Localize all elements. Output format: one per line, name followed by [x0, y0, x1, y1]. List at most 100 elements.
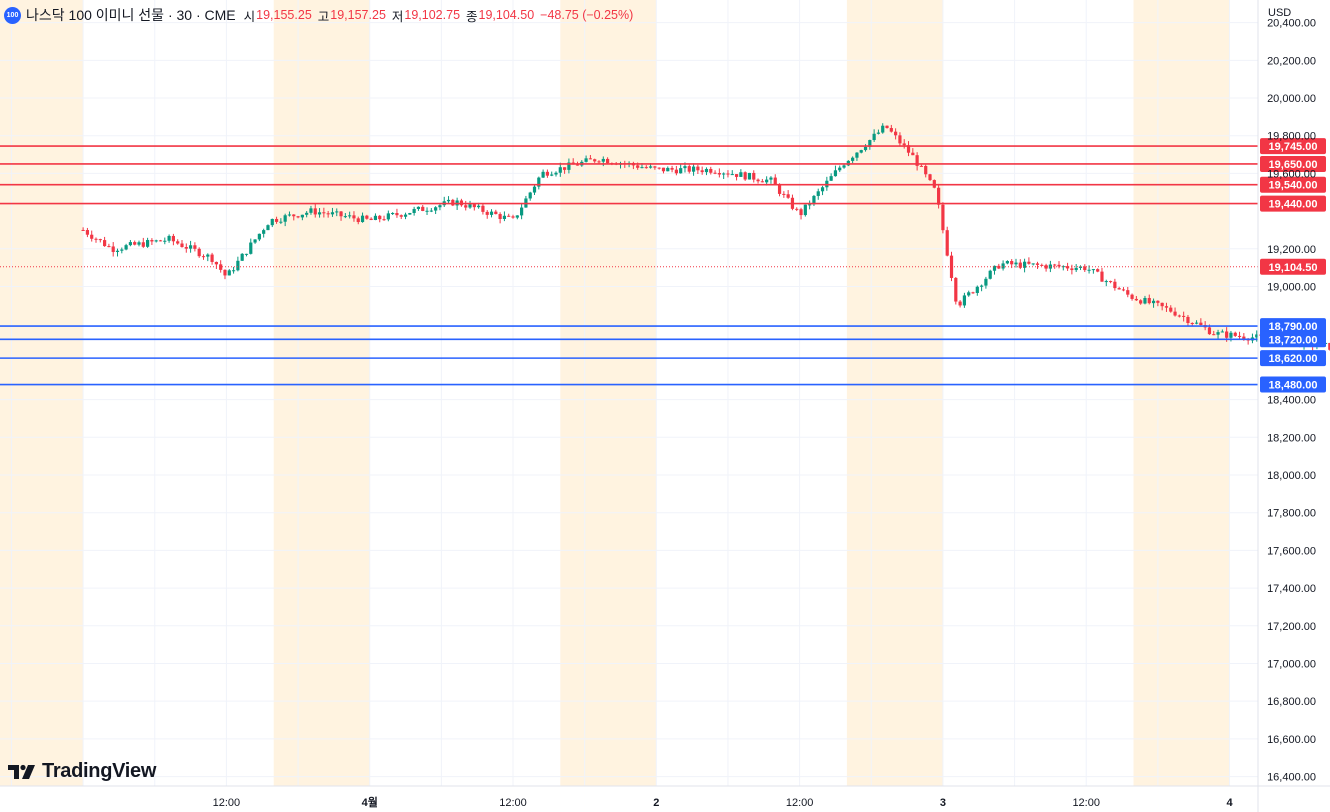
price-tick-label: 20,000.00 — [1267, 93, 1316, 105]
symbol-title[interactable]: 나스닥 100 이미니 선물 · 30 · CME — [26, 7, 236, 23]
price-tick-label: 19,800.00 — [1267, 131, 1316, 143]
candle-body — [326, 213, 330, 215]
candle-body — [434, 207, 438, 211]
candle-body — [124, 245, 128, 250]
resistance-level-label: 19,745.00 — [1269, 141, 1318, 153]
candle-body — [154, 240, 158, 242]
candle-body — [283, 215, 287, 222]
candle-body — [287, 214, 292, 216]
candle-body — [881, 125, 885, 133]
candle-body — [1160, 302, 1164, 307]
candle-body — [876, 132, 881, 134]
candle-body — [188, 245, 193, 249]
candle-body — [855, 152, 859, 158]
session-shade — [560, 0, 657, 786]
candle-body — [1255, 334, 1259, 338]
candle-body — [975, 286, 979, 293]
candle-body — [472, 204, 476, 208]
candle-body — [704, 168, 709, 173]
candle-body — [339, 211, 343, 217]
candle-body — [924, 165, 928, 175]
close-value: 19,104.50 — [478, 8, 535, 22]
candle-body — [279, 221, 283, 223]
candle-body — [777, 184, 782, 194]
candle-body — [305, 212, 309, 215]
candle-body — [494, 211, 498, 215]
price-axis: 20,400.00 20,200.00 20,000.00 19,800.00 19,6… — [1257, 0, 1316, 812]
candle-body — [851, 157, 855, 161]
candle-body — [928, 174, 932, 181]
candle-body — [937, 187, 941, 205]
session-shade — [273, 0, 370, 786]
candle-body — [1014, 262, 1018, 265]
tradingview-logo[interactable]: TradingView — [8, 760, 156, 783]
open-value: 19,155.25 — [256, 8, 312, 22]
support-level-label-bg — [1260, 318, 1326, 335]
support-level-label: 18,790.00 — [1269, 321, 1318, 333]
candle-body — [1328, 342, 1330, 350]
candle-body — [687, 166, 691, 172]
high-label: 고 — [317, 9, 330, 24]
high-value: 19,157.25 — [330, 8, 386, 22]
candle-body — [1242, 336, 1246, 340]
candle-body — [563, 167, 567, 170]
candle-body — [1126, 290, 1130, 295]
candle-body — [661, 167, 666, 172]
candle-body — [1186, 316, 1190, 324]
candle-body — [988, 270, 992, 279]
candle-body — [1005, 261, 1009, 264]
candle-body — [1143, 297, 1147, 304]
candle-body — [945, 230, 949, 256]
candle-body — [1237, 335, 1242, 337]
candle-body — [262, 230, 266, 234]
candle-body — [541, 171, 545, 178]
support-level-label: 18,720.00 — [1269, 334, 1318, 346]
candle-body — [756, 179, 760, 182]
candle-body — [1035, 263, 1040, 265]
candle-body — [244, 253, 249, 255]
open-label: 시 — [243, 9, 256, 24]
candle-body — [657, 167, 661, 169]
candle-body — [1121, 289, 1126, 291]
candle-body — [330, 212, 335, 215]
candle-body — [468, 204, 472, 208]
candle-body — [206, 254, 210, 257]
candle-body — [902, 143, 906, 146]
session-shade — [1133, 0, 1230, 786]
resistance-level-label: 19,440.00 — [1269, 199, 1318, 211]
candle-body — [1220, 331, 1224, 333]
candle-body — [648, 166, 653, 168]
candle-body — [270, 218, 274, 226]
change-value: −48.75 (−0.25%) — [540, 8, 634, 22]
candle-body — [137, 242, 141, 245]
symbol-badge-icon[interactable]: 100 — [4, 6, 21, 24]
candle-body — [537, 177, 541, 187]
candle-body — [739, 172, 743, 177]
candle-body — [803, 204, 807, 216]
currency-label[interactable]: USD — [1268, 7, 1292, 19]
candle-body — [584, 158, 588, 162]
candle-body — [833, 170, 838, 177]
price-tick-label: 17,000.00 — [1267, 658, 1316, 670]
candle-body — [360, 215, 365, 223]
candle-body — [429, 210, 433, 212]
candle-body — [1100, 271, 1104, 282]
candle-body — [399, 215, 403, 217]
candle-body — [898, 135, 902, 144]
price-tick-label: 18,200.00 — [1267, 432, 1316, 444]
support-level-label: 18,620.00 — [1269, 353, 1318, 365]
candle-body — [670, 167, 674, 170]
candle-body — [532, 186, 537, 193]
candle-body — [365, 215, 369, 219]
candle-body — [1134, 298, 1138, 301]
candle-body — [352, 215, 356, 219]
candle-body — [382, 219, 386, 221]
candle-body — [1057, 264, 1061, 267]
candle-body — [915, 155, 919, 166]
candle-body — [107, 246, 111, 248]
candle-body — [425, 210, 429, 212]
candle-body — [808, 204, 812, 206]
price-tick-label: 19,000.00 — [1267, 282, 1316, 294]
